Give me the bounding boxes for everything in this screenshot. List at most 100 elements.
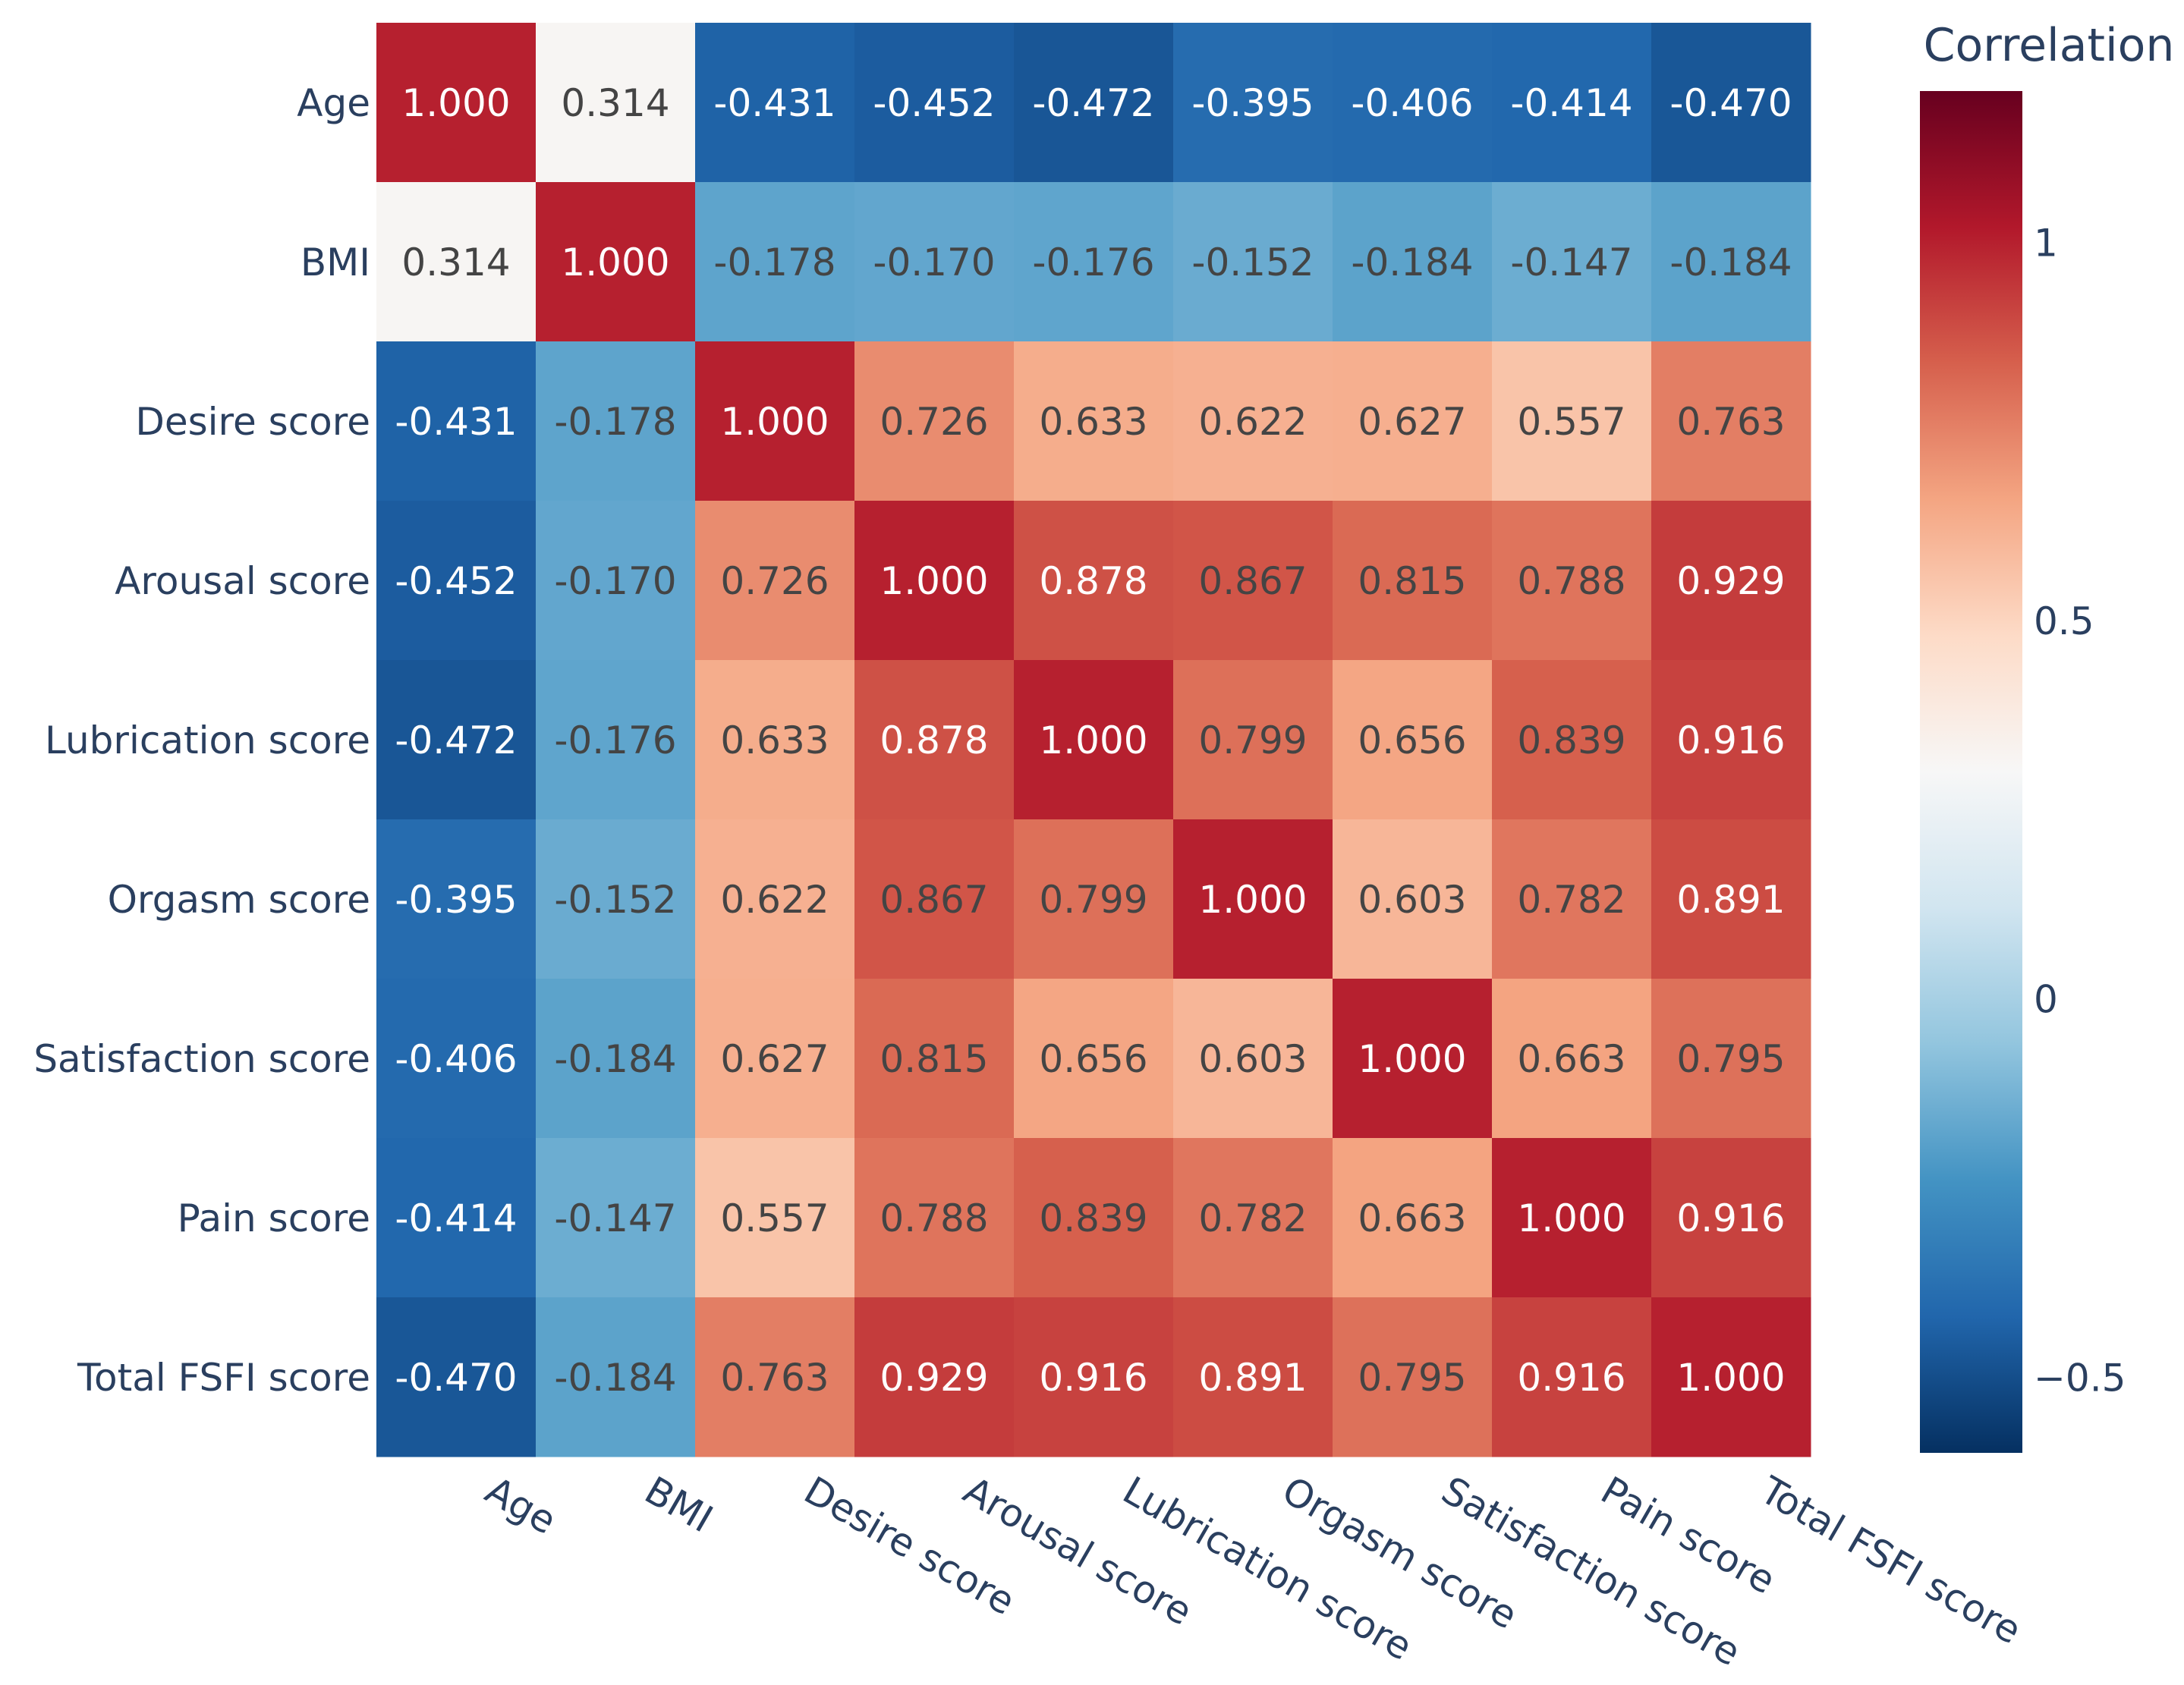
heatmap-cell	[536, 341, 696, 501]
heatmap-cell-label: 0.663	[1358, 1196, 1466, 1240]
colorbar-tick-label: 0	[2034, 978, 2058, 1022]
heatmap-cell	[695, 979, 855, 1139]
heatmap-cell	[1492, 819, 1652, 979]
column-label: Lubrication score	[1116, 1468, 1420, 1669]
heatmap-cell-label: 0.799	[1198, 718, 1307, 762]
heatmap-cell-label: 0.916	[1517, 1356, 1625, 1400]
heatmap-cell	[1333, 1138, 1493, 1298]
heatmap-cell-label: 0.815	[880, 1037, 988, 1081]
heatmap-cell	[1651, 501, 1811, 661]
heatmap-cell	[1492, 1138, 1652, 1298]
heatmap-cell-label: 0.656	[1039, 1037, 1147, 1081]
heatmap-cell-label: -0.431	[395, 400, 517, 444]
heatmap-cell-label: 1.000	[561, 240, 669, 285]
heatmap-cell-label: -0.178	[554, 400, 676, 444]
heatmap-cell-label: -0.184	[554, 1356, 676, 1400]
heatmap-cell-label: 0.314	[401, 240, 510, 285]
heatmap-cell	[1492, 1297, 1652, 1457]
heatmap-cell	[854, 1297, 1015, 1457]
heatmap-cell-label: 0.916	[1676, 718, 1785, 762]
heatmap-cell-label: 1.000	[1517, 1196, 1625, 1240]
heatmap-cell	[536, 1138, 696, 1298]
heatmap-cell-label: 0.788	[1517, 559, 1625, 603]
row-label: Satisfaction score	[33, 1037, 370, 1081]
heatmap-cell	[854, 660, 1015, 820]
heatmap-cell	[1651, 979, 1811, 1139]
heatmap-cell	[1492, 501, 1652, 661]
heatmap-cell-label: 0.891	[1676, 878, 1785, 922]
heatmap-cell	[376, 979, 537, 1139]
heatmap-cell	[1651, 819, 1811, 979]
heatmap-cell-label: 0.839	[1517, 718, 1625, 762]
heatmap-cell	[1014, 23, 1174, 183]
heatmap-cell-label: -0.152	[554, 878, 676, 922]
heatmap-cell-label: 0.782	[1198, 1196, 1307, 1240]
heatmap-cell	[1173, 1297, 1333, 1457]
heatmap-cell-label: -0.395	[395, 878, 517, 922]
colorbar: Correlation −0.5 0 0.5 1	[1920, 19, 2174, 1453]
heatmap-cell	[854, 1138, 1015, 1298]
row-label: Lubrication score	[45, 718, 370, 762]
heatmap-cell-label: 1.000	[1198, 878, 1307, 922]
heatmap-cell	[854, 341, 1015, 501]
heatmap-cell	[1014, 819, 1174, 979]
heatmap-cell	[1333, 341, 1493, 501]
heatmap-cell-label: -0.147	[554, 1196, 676, 1240]
row-label: Age	[297, 81, 370, 125]
heatmap-cell-label: 0.557	[720, 1196, 829, 1240]
heatmap-cell	[376, 1297, 537, 1457]
column-label: Age	[478, 1468, 564, 1543]
heatmap-cell	[1333, 501, 1493, 661]
heatmap-cell-label: 0.622	[1198, 400, 1307, 444]
heatmap-cell-label: 0.929	[1676, 559, 1785, 603]
heatmap-cell	[695, 819, 855, 979]
heatmap-cell	[1173, 341, 1333, 501]
heatmap-cell	[1014, 1138, 1174, 1298]
heatmap-cell-label: 1.000	[720, 400, 829, 444]
heatmap-cell-labels: 1.000 0.314 -0.431 -0.452 -0.472 -0.395 -0.406…	[395, 81, 1792, 1400]
heatmap-cell	[1014, 979, 1174, 1139]
heatmap-cell	[1333, 819, 1493, 979]
row-label: BMI	[301, 240, 370, 285]
heatmap-cell	[695, 501, 855, 661]
heatmap-cell	[376, 23, 537, 183]
heatmap-cell-label: -0.470	[1669, 81, 1792, 125]
heatmap-cell	[1014, 182, 1174, 342]
heatmap-cell-label: 0.557	[1517, 400, 1625, 444]
heatmap-cell-label: -0.414	[1510, 81, 1632, 125]
row-label: Pain score	[178, 1196, 370, 1240]
heatmap-cell-label: 1.000	[880, 559, 988, 603]
heatmap-cell	[1651, 1138, 1811, 1298]
heatmap-cell	[536, 819, 696, 979]
heatmap-cell	[1492, 182, 1652, 342]
heatmap-cell-label: 0.929	[880, 1356, 988, 1400]
heatmap-cell-label: 0.622	[720, 878, 829, 922]
heatmap-cell-label: 0.726	[720, 559, 829, 603]
heatmap-cell-label: 1.000	[401, 81, 510, 125]
heatmap-cell	[1173, 660, 1333, 820]
row-label: Desire score	[135, 400, 370, 444]
column-label: Total FSFI score	[1752, 1468, 2028, 1653]
heatmap-cell	[536, 979, 696, 1139]
heatmap-cell	[1173, 182, 1333, 342]
heatmap-cell	[1173, 819, 1333, 979]
heatmap-cell	[695, 182, 855, 342]
heatmap-cell	[536, 660, 696, 820]
heatmap-cell-label: 0.763	[720, 1356, 829, 1400]
heatmap-cell-label: 0.763	[1676, 400, 1785, 444]
heatmap-cell-label: -0.176	[1032, 240, 1154, 285]
heatmap-cell	[376, 182, 537, 342]
column-label: Satisfaction score	[1434, 1468, 1748, 1674]
heatmap-cell-label: 0.633	[720, 718, 829, 762]
heatmap-cell-label: -0.406	[1351, 81, 1473, 125]
heatmap-cell-label: -0.472	[1032, 81, 1154, 125]
heatmap-cell-label: -0.170	[554, 559, 676, 603]
heatmap-cell	[695, 1297, 855, 1457]
heatmap-cell	[1333, 1297, 1493, 1457]
colorbar-ticks: −0.5 0 0.5 1	[2034, 221, 2126, 1400]
heatmap-cell-label: -0.152	[1191, 240, 1314, 285]
heatmap-cell	[1651, 341, 1811, 501]
heatmap-cell	[1492, 23, 1652, 183]
heatmap-cell-label: -0.414	[395, 1196, 517, 1240]
